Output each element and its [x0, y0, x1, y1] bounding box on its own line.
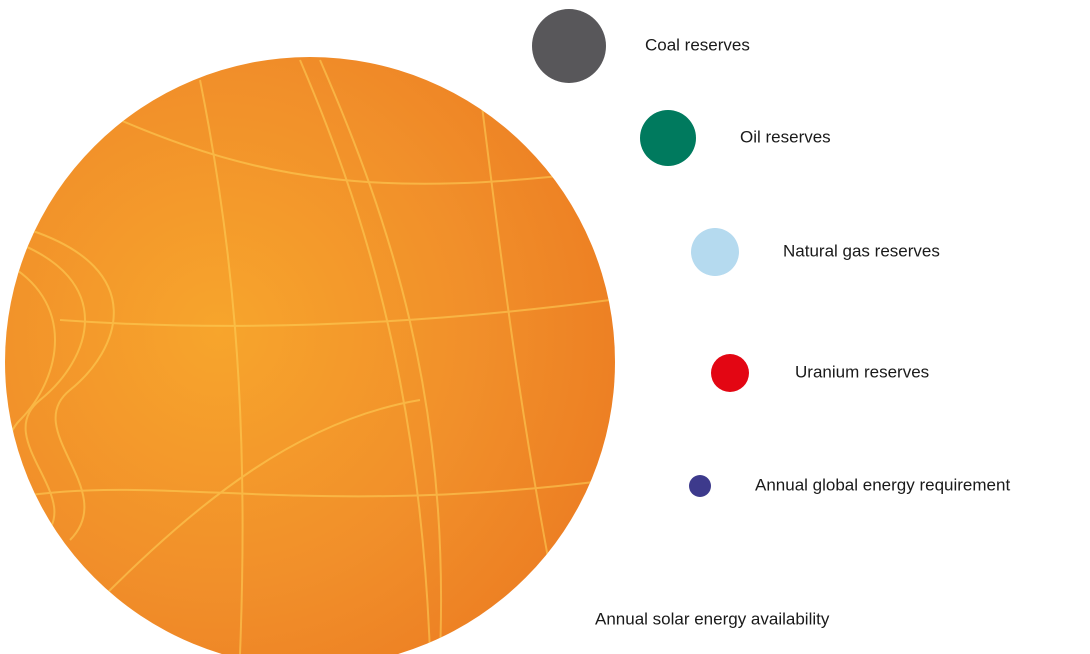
resource-circle — [691, 228, 739, 276]
sun-disc — [5, 57, 615, 654]
resource-circle — [689, 475, 711, 497]
resource-label: Natural gas reserves — [783, 241, 940, 260]
resource-circle — [640, 110, 696, 166]
resource-circle — [711, 354, 749, 392]
sun-label: Annual solar energy availability — [595, 609, 830, 628]
resource-circle — [532, 9, 606, 83]
resource-label: Uranium reserves — [795, 362, 929, 381]
resource-label: Annual global energy requirement — [755, 475, 1010, 494]
resource-label: Coal reserves — [645, 35, 750, 54]
resource-label: Oil reserves — [740, 127, 831, 146]
